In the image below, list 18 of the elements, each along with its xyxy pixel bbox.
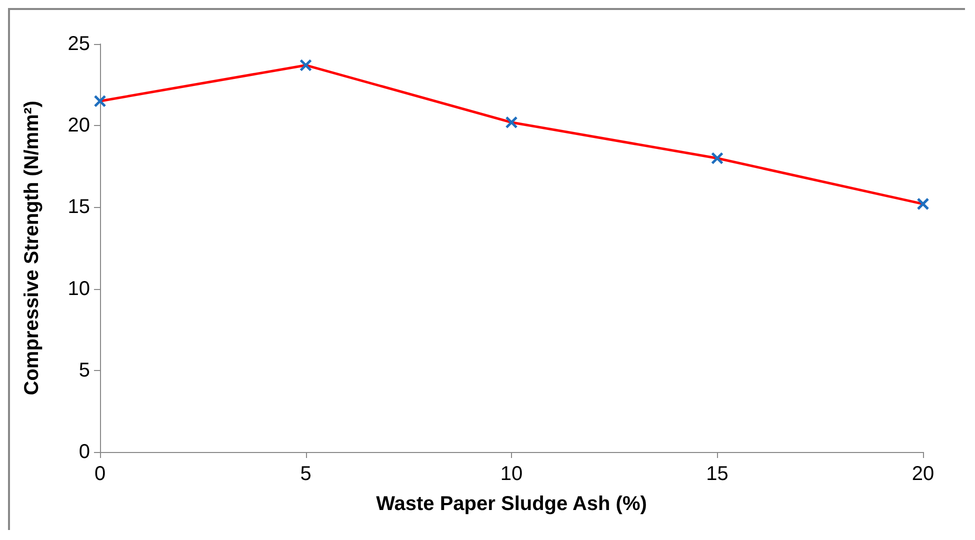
x-tick-label: 20 — [912, 463, 934, 485]
x-axis-title: Waste Paper Sludge Ash (%) — [376, 493, 647, 515]
x-tick-label: 10 — [500, 463, 523, 485]
y-tick-label: 15 — [68, 196, 90, 218]
x-tick-label: 5 — [300, 463, 312, 485]
y-tick-label: 5 — [78, 359, 90, 382]
point — [300, 58, 312, 72]
point — [916, 198, 930, 210]
y-tick-label: 10 — [68, 278, 90, 300]
point — [505, 116, 518, 129]
point — [94, 94, 106, 108]
point — [711, 152, 724, 164]
x-tick-label: 15 — [706, 463, 728, 485]
y-tick-label: 25 — [68, 33, 90, 55]
y-tick-label: 0 — [78, 441, 90, 463]
y-tick-label: 20 — [68, 114, 90, 137]
y-axis-title: Compressive Strength (N/mm²) — [21, 100, 43, 396]
x-tick-label: 0 — [94, 463, 106, 485]
